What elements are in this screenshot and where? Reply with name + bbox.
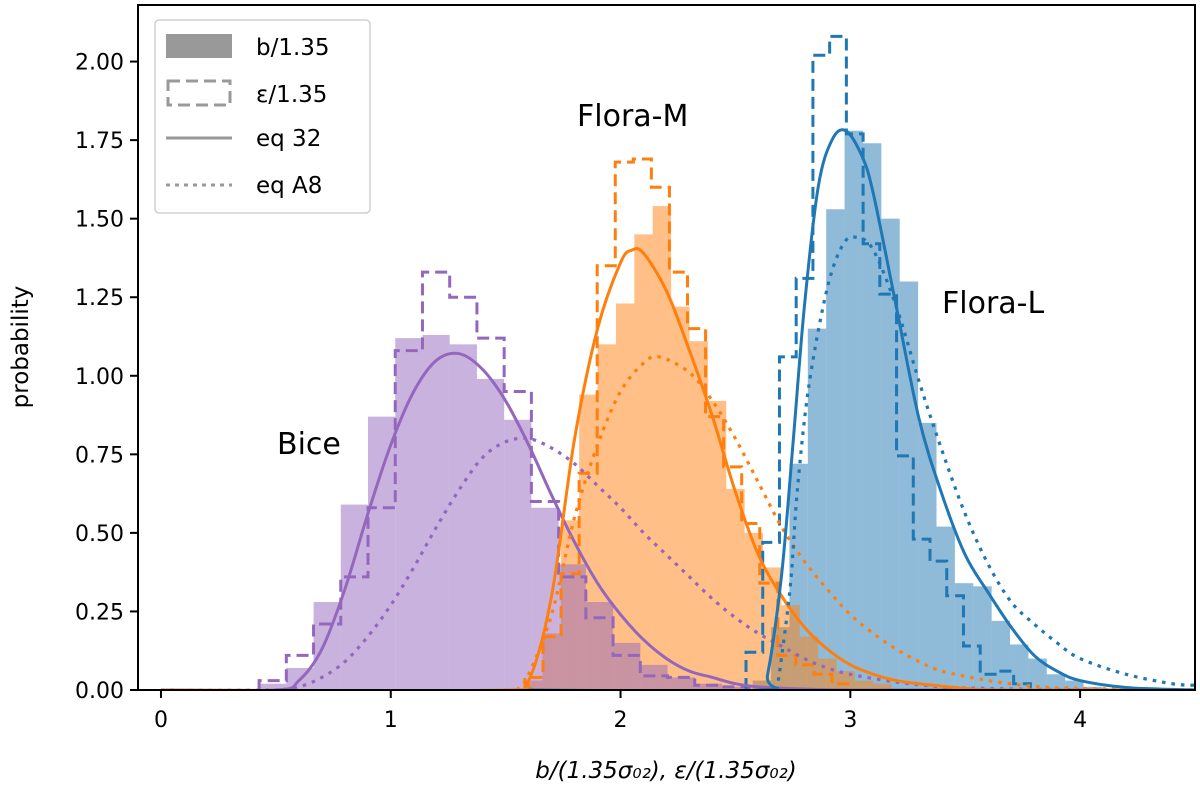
annotation-flora-m: Flora-M [577,99,688,134]
hist-bar-flora-l [936,526,955,690]
hist-bar-bice [449,344,477,690]
hist-bar-flora-l [1083,686,1102,690]
hist-bar-flora-m [634,234,653,690]
hist-bar-flora-m [707,400,727,690]
legend-label-eps: ε/1.35 [256,82,327,108]
eqA8-curve-flora-l [775,235,1195,690]
hist-bar-bice [640,664,668,690]
hist-bar-flora-l [973,586,992,690]
y-tick-label: 0.25 [75,600,124,625]
hist-bar-bice [694,683,722,690]
annotation-flora-l: Flora-L [942,286,1044,321]
hist-bar-flora-m [873,683,892,690]
hist-bar-flora-l [954,583,974,690]
x-tick-label: 2 [614,708,628,733]
legend: b/1.35 ε/1.35 eq 32 eq A8 [154,19,371,214]
hist-bar-flora-m [615,303,635,690]
y-tick-label: 2.00 [75,51,124,76]
hist-bar-bice [504,419,532,690]
hist-bar-flora-l [826,209,845,690]
axes: 0 1 2 3 4 0.00 0.25 0.50 0.75 1.00 1.25 1.50 1.75 2.0… [75,4,1196,733]
y-tick-label: 1.00 [75,365,124,390]
hist-bar-flora-m [689,341,708,690]
hist-bar-flora-m [726,488,745,690]
x-axis-label: b/(1.35σ₀₂), ε/(1.35σ₀₂) [535,758,797,784]
axes-frame [137,4,1196,691]
eps-hist-outline-bice [257,270,751,690]
y-tick-label: 1.25 [75,286,124,311]
plot-area [160,34,1195,690]
hist-bar-flora-m [854,680,874,690]
hist-bar-flora-l [862,143,882,690]
hist-bar-bice [259,683,287,690]
legend-label-b: b/1.35 [256,35,330,61]
eps-hist-outline-flora-m [523,157,852,690]
x-tick-label: 1 [384,708,398,733]
eps-hist-outline-flora-l [744,34,1032,690]
hist-bar-flora-l [1065,680,1084,690]
legend-label-eqA8: eq A8 [256,173,322,199]
hist-bar-flora-m [652,206,672,690]
legend-swatch-filled [166,34,232,58]
annotation-bice: Bice [277,427,341,462]
eqA8-curve-flora-m [515,354,1195,690]
hist-bar-bice [721,686,750,690]
hist-bar-flora-l [1028,658,1047,690]
y-tick-label: 1.50 [75,208,124,233]
hist-bar-flora-l [1046,674,1066,690]
eq32-curve-flora-m [160,247,1195,690]
y-tick-label: 0.00 [75,679,124,704]
hist-bar-bice [613,642,641,690]
hist-bar-bice [585,602,614,690]
hist-bar-flora-l [844,130,863,690]
hist-bar-flora-l [807,328,827,690]
hist-bar-bice [368,416,396,690]
hist-bar-flora-l [991,620,1011,690]
hist-bar-flora-m [781,605,800,690]
hist-bar-flora-m [763,567,782,690]
legend-swatch-dashed [166,79,232,107]
hist-bar-flora-m [671,306,690,690]
hist-bar-bice [476,378,505,690]
hist-bar-flora-l [899,281,919,690]
hist-bar-flora-l [918,422,937,690]
hist-bar-bice [395,338,423,690]
y-tick-label: 0.50 [75,522,124,547]
legend-label-eq32: eq 32 [256,126,321,152]
y-axis-label: probability [8,286,34,409]
hist-bar-flora-m [799,636,819,690]
eq32-curve-flora-l [528,128,1195,690]
y-tick-label: 0.75 [75,443,124,468]
x-tick-label: 3 [843,708,857,733]
hist-bar-bice [558,564,586,690]
x-tick-label: 0 [154,708,168,733]
x-tick-label: 4 [1073,708,1087,733]
legend-frame [154,19,371,214]
hist-bar-bice [667,677,695,690]
y-tick-label: 1.75 [75,129,124,154]
